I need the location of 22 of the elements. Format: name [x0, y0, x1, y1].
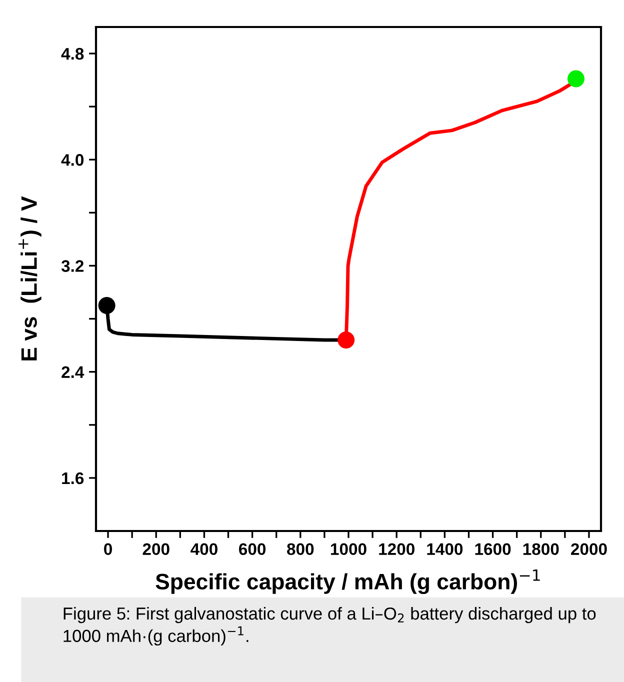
y-tick-label: 2.4 — [62, 366, 84, 378]
y-axis-title: E vs (Li/Li$^{+}$) / V — [18, 196, 42, 360]
point — [567, 70, 584, 88]
text: Figure 5: First galvanostatic curve of a Li–O$_{2}$ battery discharged up to 1000 mAh·(g carbon)$^{−1}$. — [64, 606, 596, 646]
x-tick-label: 2000 — [571, 543, 607, 556]
x-tick-label: 400 — [190, 543, 218, 556]
point — [338, 332, 355, 349]
y-tick-label: 4.8 — [61, 48, 84, 60]
y-tick-label: 3.2 — [61, 260, 84, 272]
x-tick-label: 1400 — [427, 543, 463, 556]
point — [98, 297, 116, 314]
x-axis-title: Specific capacity / mAh (g carbon)$^{−1}$ — [156, 569, 540, 594]
y-tick-label: 1.6 — [62, 472, 84, 484]
x-tick-label: 1600 — [475, 543, 511, 556]
x-tick-label: 1800 — [523, 543, 559, 556]
x-tick-label: 800 — [287, 543, 314, 556]
x-tick-label: 200 — [142, 543, 170, 556]
x-tick-label: 0 — [104, 543, 112, 556]
x-tick-label: 1000 — [331, 543, 366, 556]
y-tick-label: 4.0 — [61, 154, 84, 166]
x-tick-label: 1200 — [379, 543, 414, 556]
x-tick-label: 600 — [239, 543, 266, 556]
